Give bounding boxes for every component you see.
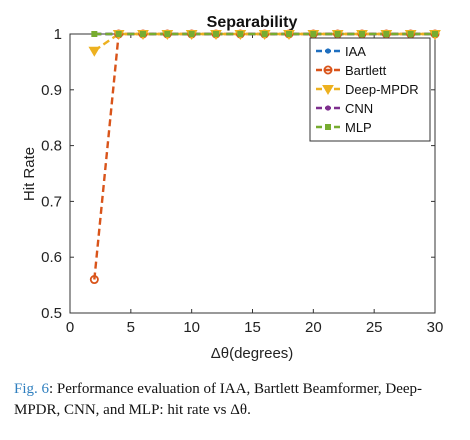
data-point-mlp bbox=[432, 31, 438, 37]
legend-marker-iaa bbox=[325, 48, 331, 54]
data-point-bartlett bbox=[89, 275, 99, 285]
x-tick-label: 30 bbox=[427, 319, 444, 336]
axis-ticks: 0 5 10 15 20 25 30 0.5 0.6 0.7 0.8 0.9 1 bbox=[41, 26, 443, 336]
y-axis-label: Hit Rate bbox=[21, 147, 38, 201]
data-point-mlp bbox=[237, 31, 244, 37]
y-tick-label: 0.9 bbox=[41, 82, 62, 99]
line-chart: Separability 0 5 10 15 20 25 30 0.5 0.6 0.7 0.8 0.9… bbox=[21, 14, 443, 362]
legend: IAA Bartlett Deep-MPDR CNN MLP bbox=[309, 37, 431, 142]
x-tick-label: 15 bbox=[244, 319, 261, 336]
legend-label-bartlett: Bartlett bbox=[345, 63, 387, 78]
x-tick-label: 0 bbox=[66, 319, 74, 336]
legend-label-iaa: IAA bbox=[345, 44, 366, 59]
legend-marker-deep-mpdr bbox=[322, 85, 334, 95]
x-tick-label: 20 bbox=[305, 319, 322, 336]
y-tick-label: 0.7 bbox=[41, 193, 62, 210]
legend-label-deep-mpdr: Deep-MPDR bbox=[345, 82, 419, 97]
data-point-mlp bbox=[188, 31, 195, 37]
x-tick-label: 10 bbox=[183, 319, 200, 336]
x-tick-label: 5 bbox=[127, 319, 135, 336]
data-point-mlp bbox=[140, 31, 146, 37]
x-tick-label: 25 bbox=[366, 319, 383, 336]
legend-marker-bartlett bbox=[323, 65, 333, 75]
data-point-mlp bbox=[261, 31, 268, 37]
data-point-mlp bbox=[213, 31, 219, 37]
series-markers bbox=[88, 29, 441, 285]
y-tick-label: 0.8 bbox=[41, 138, 62, 155]
data-point-mlp bbox=[310, 31, 317, 37]
caption-text: : Performance evaluation of IAA, Bartlet… bbox=[14, 381, 423, 418]
data-point-mlp bbox=[115, 31, 122, 37]
data-point-mlp bbox=[407, 31, 414, 37]
data-point-mlp bbox=[91, 31, 98, 37]
x-axis-label: Δθ(degrees) bbox=[211, 345, 294, 362]
data-point-mlp bbox=[334, 31, 341, 37]
y-tick-label: 0.5 bbox=[41, 305, 62, 322]
data-point-deep-mpdr bbox=[88, 46, 101, 57]
figure-label: Fig. 6 bbox=[14, 381, 50, 397]
data-point-mlp bbox=[286, 31, 292, 37]
figure-caption: Fig. 6: Performance evaluation of IAA, B… bbox=[14, 379, 462, 421]
y-tick-label: 0.6 bbox=[41, 249, 62, 266]
legend-label-mlp: MLP bbox=[345, 120, 372, 135]
y-tick-label: 1 bbox=[54, 26, 62, 43]
chart-title: Separability bbox=[207, 14, 298, 31]
legend-marker-cnn bbox=[325, 105, 331, 111]
data-point-mlp bbox=[359, 31, 365, 37]
data-point-mlp bbox=[383, 31, 390, 37]
legend-label-cnn: CNN bbox=[345, 101, 373, 116]
legend-marker-mlp bbox=[325, 124, 331, 130]
data-point-mlp bbox=[164, 31, 171, 37]
